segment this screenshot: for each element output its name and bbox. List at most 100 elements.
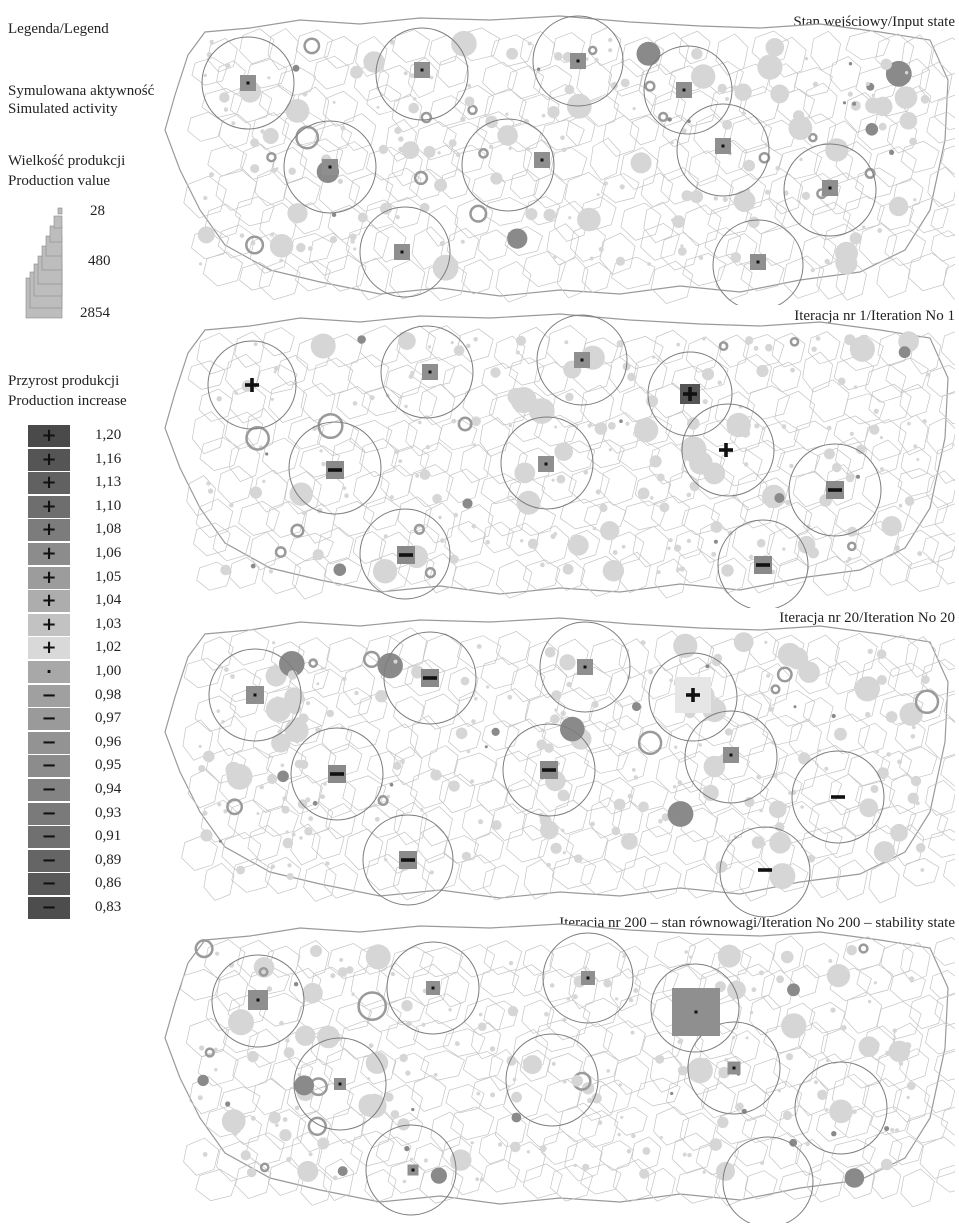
map-cell <box>880 941 914 978</box>
map-cell <box>646 1167 676 1202</box>
activity-dot <box>403 71 408 76</box>
map-cell <box>771 332 806 368</box>
activity-dot <box>842 101 847 105</box>
activity-dot <box>285 99 310 123</box>
map-cell <box>361 386 402 417</box>
map-cell <box>249 232 290 274</box>
activity-dot <box>197 226 215 244</box>
map-cell <box>816 260 849 300</box>
map-cell <box>598 777 635 815</box>
map-cell <box>493 335 526 369</box>
activity-dot <box>807 854 816 863</box>
map-cell <box>491 803 527 841</box>
activity-dot <box>245 426 270 451</box>
activity-dot <box>236 865 245 875</box>
map-cell <box>749 631 780 666</box>
map-cell <box>458 854 496 892</box>
influence-circle <box>542 932 634 1024</box>
activity-dot <box>457 416 473 432</box>
activity-dot <box>423 1158 428 1163</box>
map-panel-iteration-20 <box>164 617 955 917</box>
activity-dot <box>647 262 651 266</box>
activity-dot <box>751 836 765 849</box>
activity-dot <box>549 983 555 988</box>
activity-dots <box>194 939 916 1188</box>
map-cell <box>425 325 461 361</box>
activity-dot <box>455 727 468 740</box>
activity-dot <box>358 1094 381 1117</box>
influence-circle <box>717 519 809 608</box>
activity-dot <box>551 1061 556 1066</box>
increase-sign: + <box>41 519 57 541</box>
increase-sign: − <box>41 684 57 706</box>
activity-dot <box>439 240 445 247</box>
activity-dot <box>401 141 420 160</box>
map-cell <box>221 832 262 871</box>
activity-dot <box>565 392 574 402</box>
activity-dot <box>587 45 598 56</box>
activity-dot <box>544 647 556 658</box>
activity-dot <box>357 212 368 223</box>
activity-dot <box>267 773 278 785</box>
activity-dot <box>378 144 388 154</box>
activity-dot <box>876 675 887 685</box>
activity-dot <box>561 147 567 153</box>
minus-sign <box>831 795 845 799</box>
activity-dot <box>608 48 613 53</box>
map-cell <box>293 202 324 235</box>
activity-dot <box>477 1022 487 1031</box>
map-cell <box>526 1113 562 1148</box>
center-point <box>431 986 435 990</box>
activity-dot <box>337 1166 348 1177</box>
map-cell <box>910 332 942 375</box>
map-cell <box>806 1160 845 1203</box>
activity-dot <box>825 138 849 162</box>
activity-dot <box>448 780 460 792</box>
influence-circle <box>359 206 451 298</box>
map-cell <box>258 260 301 301</box>
map-cell <box>385 723 419 762</box>
activity-dot <box>430 769 442 781</box>
activity-dot <box>582 1163 590 1171</box>
map-cell <box>505 779 537 814</box>
increase-sign: + <box>41 590 57 612</box>
activity-dot <box>554 442 573 461</box>
map-cell <box>422 693 459 730</box>
activity-dot <box>913 198 917 202</box>
activity-dot <box>289 482 313 506</box>
influence-circle <box>386 941 480 1035</box>
map-cell <box>772 689 816 727</box>
activity-dot <box>805 1141 810 1147</box>
activity-dot <box>627 793 633 799</box>
map-cell <box>523 1163 563 1199</box>
map-cell <box>453 752 498 787</box>
map-cell <box>919 1136 955 1180</box>
map-cell <box>894 529 940 569</box>
influence-circle <box>365 1124 457 1216</box>
map-cell <box>318 1138 363 1181</box>
map-cell <box>355 257 390 301</box>
activity-dot <box>691 64 716 89</box>
map-cell <box>234 196 275 227</box>
activity-dot <box>394 126 402 135</box>
map-cell <box>601 173 640 203</box>
map-cell <box>228 628 270 666</box>
activity-dot <box>602 560 625 582</box>
map-cell <box>460 444 492 484</box>
map-cell <box>422 633 463 675</box>
activity-dot <box>266 986 273 992</box>
activity-dot <box>546 862 551 868</box>
map-cell <box>800 827 843 859</box>
activity-dot <box>897 759 903 765</box>
activity-dot <box>390 1110 400 1119</box>
activity-dot <box>562 1079 567 1084</box>
activity-dot <box>684 950 688 954</box>
activity-dot <box>899 702 923 726</box>
map-cell <box>345 720 381 750</box>
map-cell <box>507 65 545 100</box>
activity-dot <box>246 1167 257 1178</box>
map-cell <box>564 1138 603 1182</box>
map-cell <box>674 90 719 127</box>
activity-dot <box>540 820 559 840</box>
map-cell <box>826 713 871 754</box>
